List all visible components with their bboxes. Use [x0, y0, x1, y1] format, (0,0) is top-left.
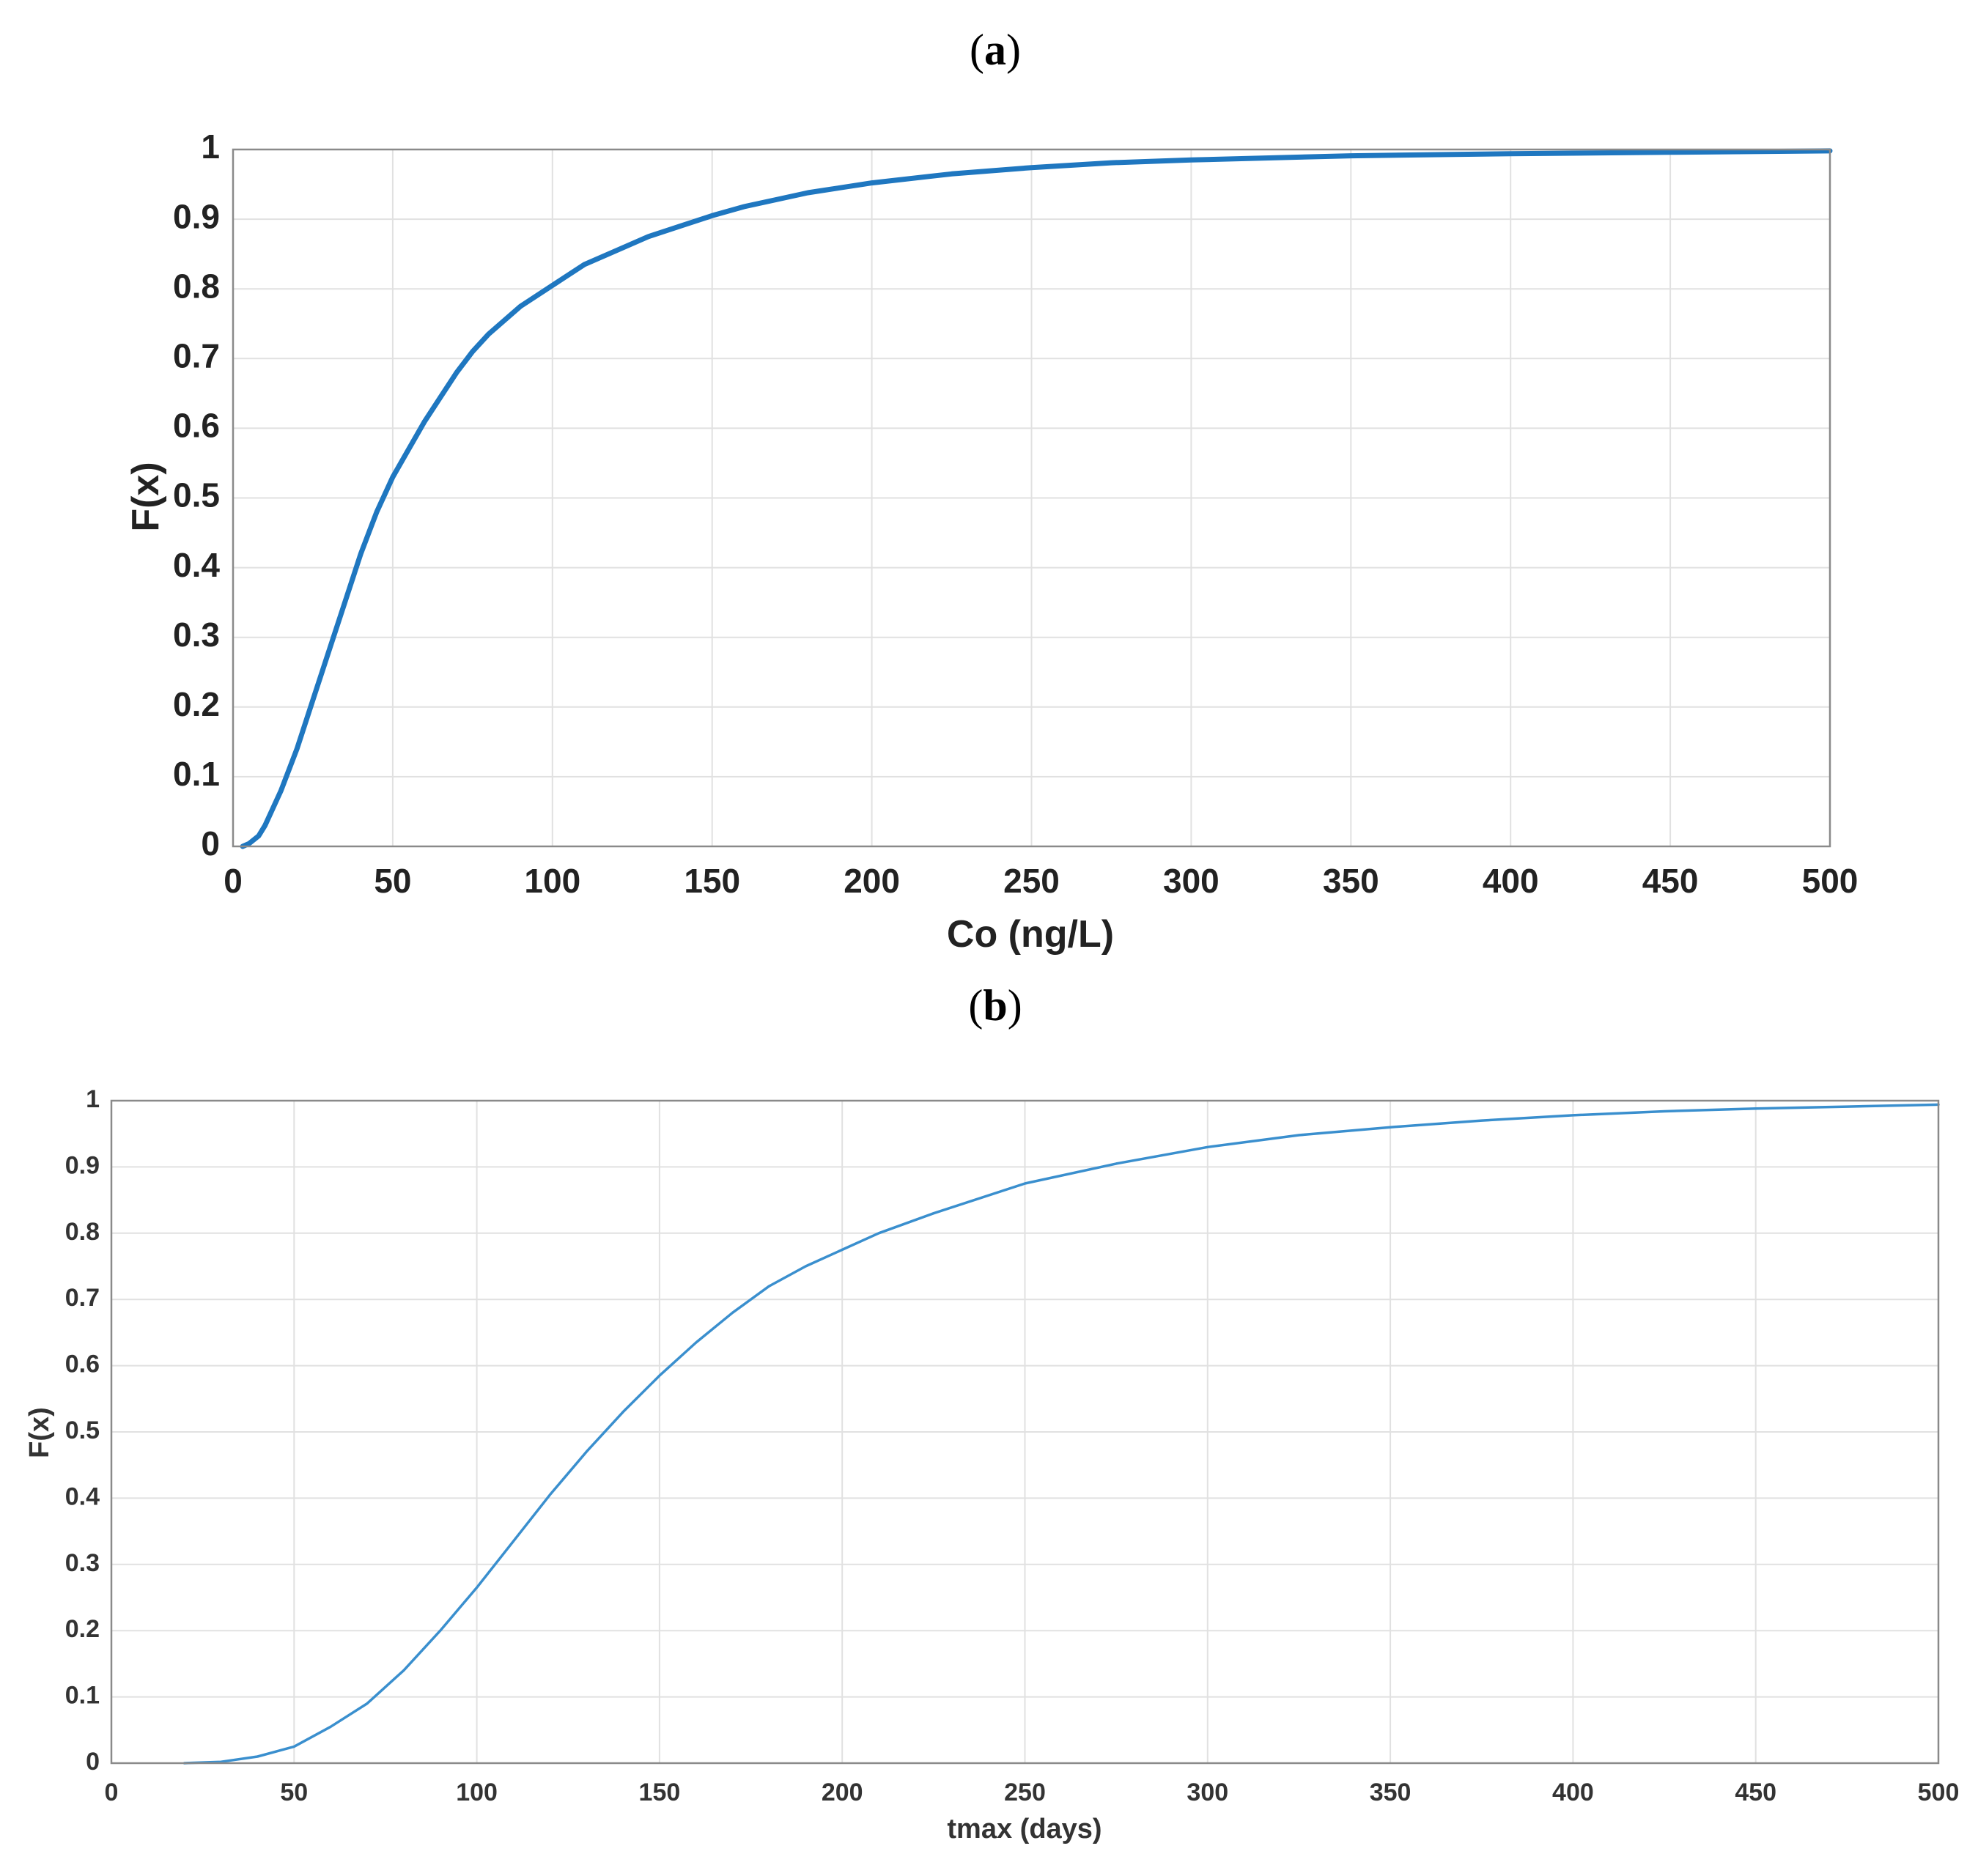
- panel-a-x-tick-label: 50: [374, 862, 411, 900]
- panel-a-y-tick-label: 0.6: [173, 407, 220, 445]
- panel-a-x-tick-label: 400: [1483, 862, 1539, 900]
- panel-a-y-tick-label: 0.5: [173, 476, 220, 514]
- panel-b-y-tick-label: 0.9: [65, 1151, 100, 1179]
- panel-b-y-tick-label: 0.3: [65, 1549, 100, 1577]
- panel-a-x-tick-label: 150: [684, 862, 740, 900]
- panel-b-cdf-line: [182, 1103, 1940, 1765]
- panel-b-label: (b): [968, 981, 1022, 1030]
- panel-b-y-tick-label: 0.7: [65, 1284, 100, 1312]
- panel-b-y-tick-label: 0: [86, 1748, 100, 1776]
- panel-a-x-axis-label: Co (ng/L): [947, 913, 1114, 956]
- panel-b-x-tick-labels: 0 50 100 150 200 250 300 350 400 450 500: [105, 1779, 1960, 1806]
- panel-a-y-tick-label: 0.7: [173, 336, 220, 374]
- panel-a-y-tick-label: 1: [201, 128, 220, 166]
- panel-a-x-tick-label: 350: [1323, 862, 1379, 900]
- panel-a-y-axis-label: F(x): [125, 462, 167, 531]
- panel-b-x-tick-label: 200: [822, 1779, 863, 1806]
- panel-b-y-tick-label: 0.5: [65, 1417, 100, 1444]
- panel-a-x-tick-label: 450: [1642, 862, 1699, 900]
- panel-b-y-tick-label: 1: [86, 1085, 100, 1113]
- panel-b-y-tick-label: 0.6: [65, 1351, 100, 1378]
- panel-a-x-tick-label: 300: [1163, 862, 1219, 900]
- panel-b-y-tick-label: 0.8: [65, 1218, 100, 1246]
- panel-a-x-tick-label: 0: [224, 862, 243, 900]
- panel-b-y-tick-labels: 0 0.1 0.2 0.3 0.4 0.5 0.6 0.7 0.8 0.9 1: [65, 1085, 100, 1776]
- panel-b: (b) 0 50 100 150 200 250 300 350 400 450 500 00.10…: [24, 981, 1959, 1844]
- panel-a-y-tick-label: 0.3: [173, 616, 220, 654]
- panel-b-x-axis-label: tmax (days): [947, 1814, 1101, 1844]
- panel-a-y-tick-label: 0.4: [173, 546, 220, 584]
- panel-b-y-tick-label: 0.4: [65, 1482, 100, 1510]
- panel-b-x-tick-label: 0: [105, 1779, 119, 1806]
- panel-a-x-tick-labels: 0 50 100 150 200 250 300 350 400 450 500: [224, 862, 1858, 900]
- panel-a-x-tick-label: 100: [524, 862, 580, 900]
- panel-b-y-tick-label: 0.1: [65, 1682, 100, 1710]
- panel-a-y-tick-label: 0.9: [173, 197, 220, 235]
- panel-a-y-tick-label: 0: [201, 824, 220, 863]
- panel-b-y-tick-label: 0.2: [65, 1615, 100, 1643]
- panel-a-cdf-line: [240, 148, 1833, 849]
- panel-b-x-tick-label: 500: [1918, 1779, 1960, 1806]
- panel-b-x-tick-label: 400: [1552, 1779, 1594, 1806]
- panel-a-y-tick-labels: 0 0.1 0.2 0.3 0.4 0.5 0.6 0.7 0.8 0.9 1: [173, 128, 220, 863]
- panel-a-y-tick-label: 0.8: [173, 267, 220, 305]
- panel-a-x-tick-label: 500: [1802, 862, 1859, 900]
- panel-a-x-tick-label: 200: [844, 862, 900, 900]
- panel-b-axes-frame: [110, 1099, 1940, 1765]
- panel-b-x-tick-label: 300: [1187, 1779, 1228, 1806]
- panel-b-x-tick-label: 100: [456, 1779, 498, 1806]
- panel-a-axes-frame: [232, 148, 1831, 848]
- panel-b-x-tick-label: 150: [639, 1779, 681, 1806]
- panel-a: (a) 0 50 100 150 200 250 300 350 400 450 500 00.10…: [125, 26, 1858, 956]
- panel-b-x-tick-label: 250: [1004, 1779, 1046, 1806]
- panel-a-label: (a): [970, 26, 1021, 74]
- panel-a-y-tick-label: 0.1: [173, 755, 220, 793]
- panel-b-series: [182, 1103, 1940, 1765]
- panel-a-series: [240, 148, 1833, 849]
- panel-b-x-tick-label: 50: [280, 1779, 308, 1806]
- panel-a-x-tick-label: 250: [1003, 862, 1060, 900]
- panel-a-y-tick-label: 0.2: [173, 685, 220, 723]
- panel-b-x-tick-label: 450: [1735, 1779, 1776, 1806]
- panel-b-y-axis-label: F(x): [24, 1407, 55, 1458]
- panel-b-x-tick-label: 350: [1370, 1779, 1411, 1806]
